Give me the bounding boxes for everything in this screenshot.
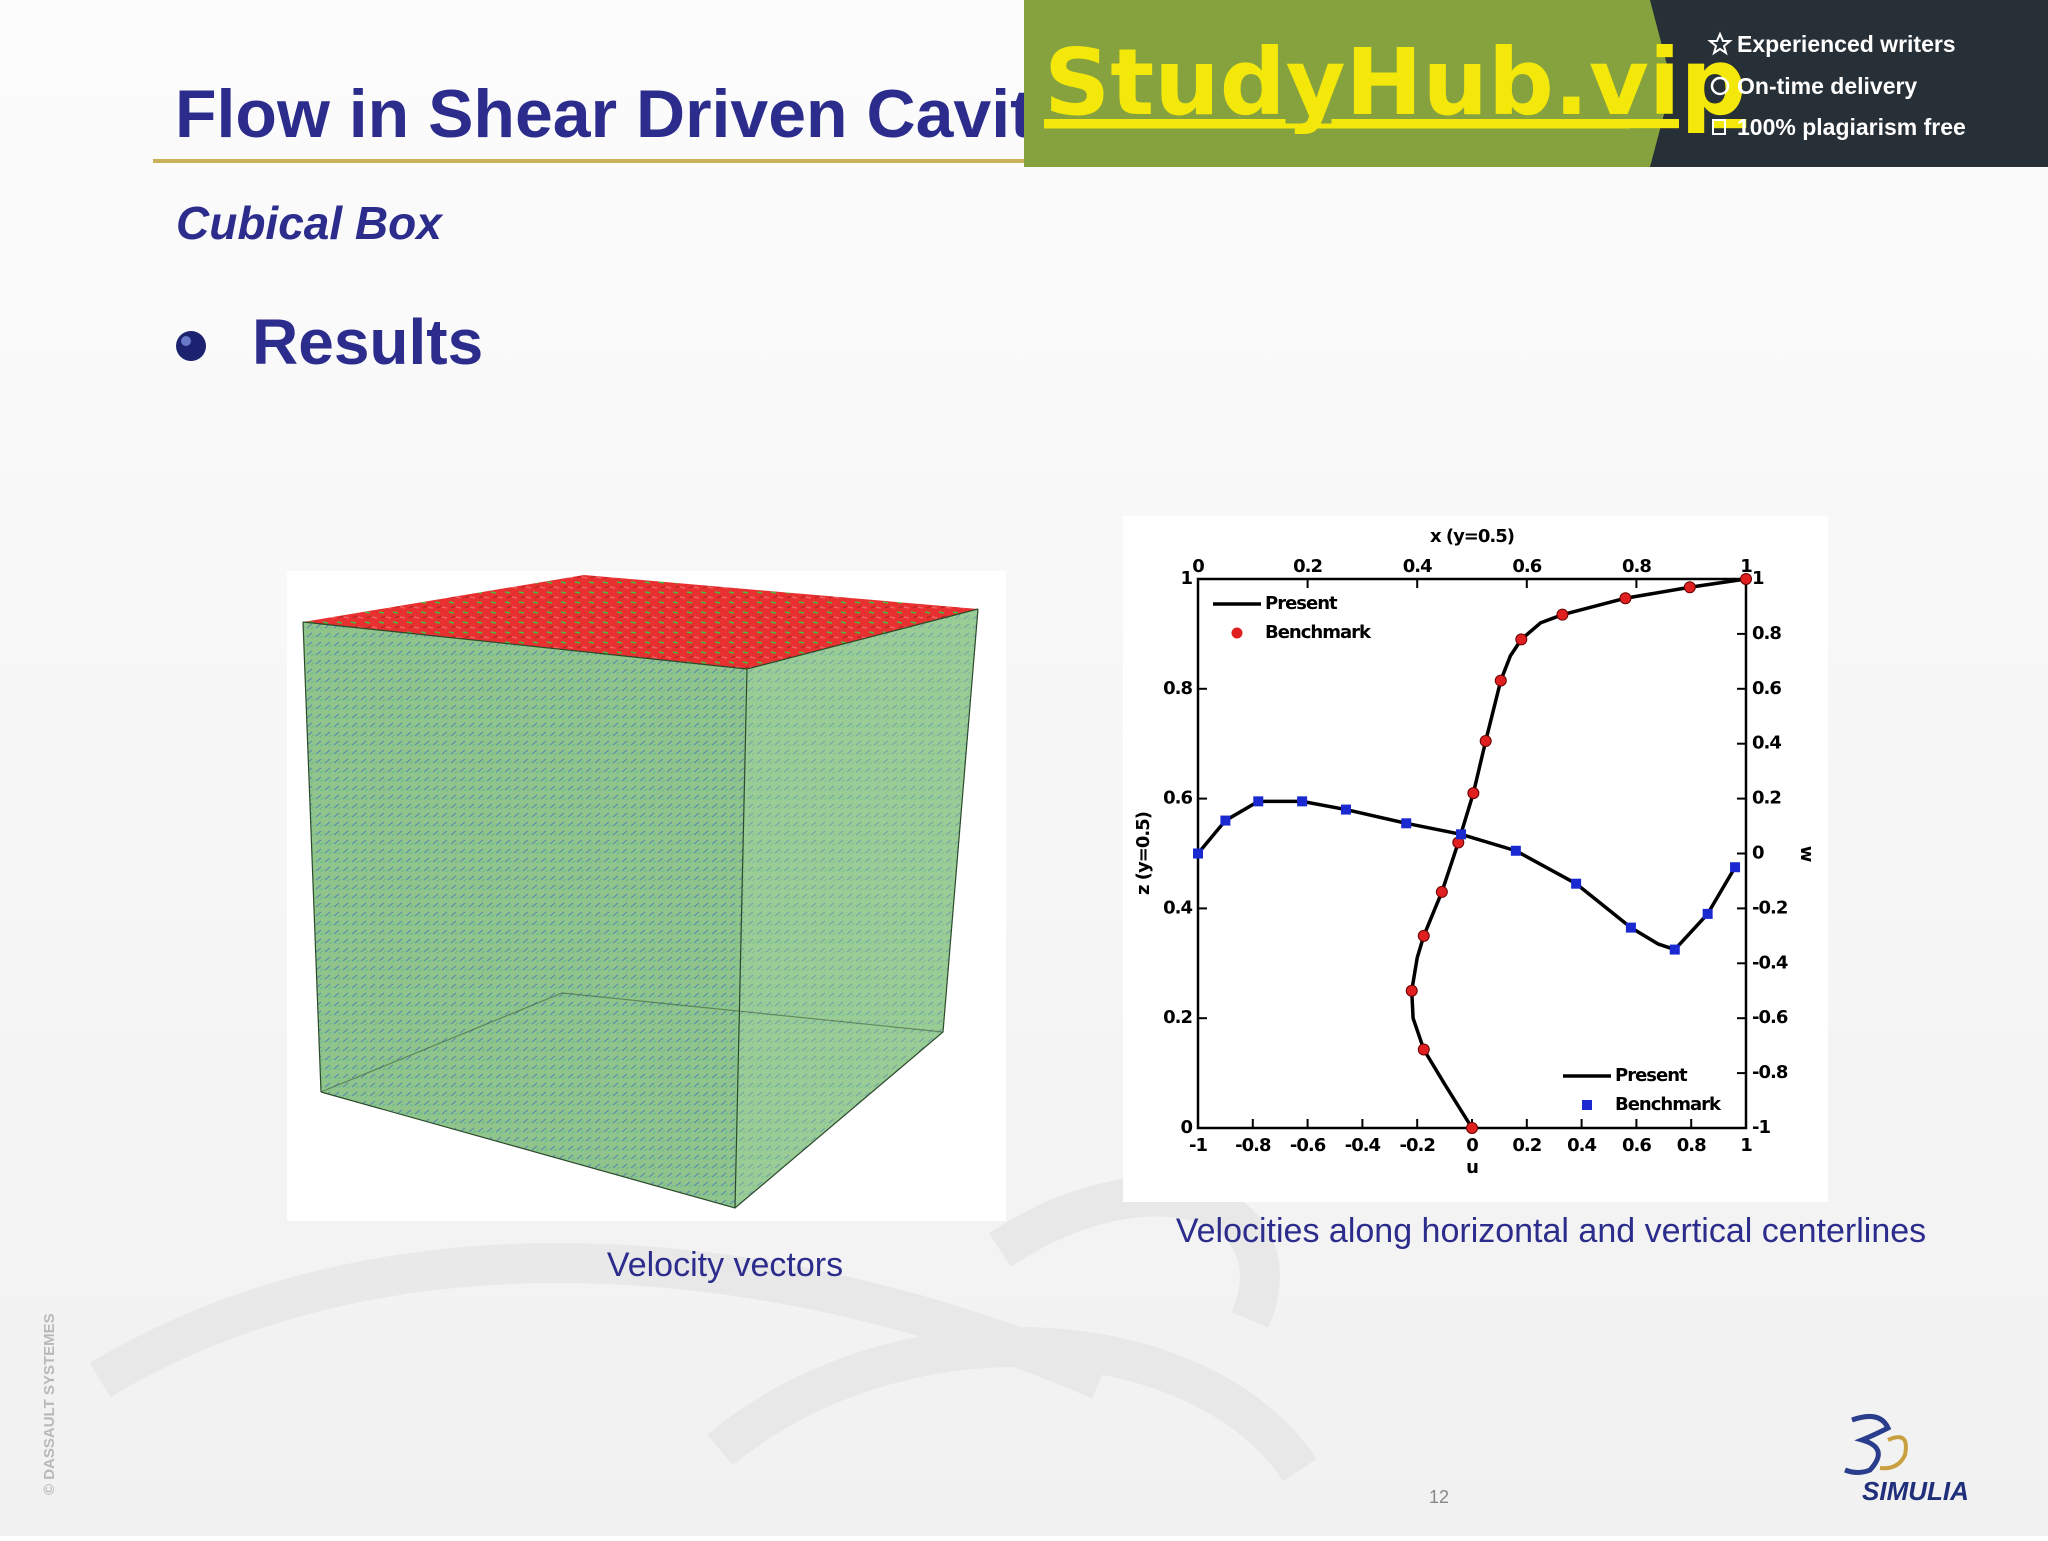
copyright: © DASSAULT SYSTEMES <box>41 1313 58 1495</box>
y2-tick-label: 0.2 <box>1752 788 1781 809</box>
benchmark-point <box>1456 829 1467 840</box>
benchmark-point <box>1740 573 1752 585</box>
cube-edges <box>302 608 979 1209</box>
benchmark-point <box>1220 815 1231 826</box>
x-axis-title: u <box>1466 1157 1478 1178</box>
logo-mark <box>1879 1435 1908 1471</box>
benchmark-point <box>1417 929 1430 942</box>
clock-icon <box>1710 76 1730 96</box>
benchmark-point <box>1435 885 1448 898</box>
chart-panel <box>1123 516 1828 1202</box>
benchmark-point <box>1619 592 1632 605</box>
cube-vectors <box>735 609 978 1208</box>
cube-top <box>303 575 978 669</box>
banner-dark <box>1650 0 2048 167</box>
page-number: 12 <box>1429 1487 1449 1507</box>
bullet-text: Results <box>252 306 483 378</box>
banner-feature: Experienced writers <box>1737 31 1956 57</box>
background-swirl <box>89 1176 1317 1482</box>
y-tick-label: 0.6 <box>1163 788 1192 809</box>
y-tick-label: 0.2 <box>1163 1007 1192 1028</box>
legend-label: Present <box>1265 593 1338 614</box>
benchmark-point <box>1405 984 1418 997</box>
x2-tick-label: 1 <box>1740 556 1752 577</box>
x-tick-label: -0.8 <box>1235 1135 1271 1156</box>
y2-tick-label: -0.8 <box>1752 1062 1788 1083</box>
benchmark-point <box>1401 818 1412 829</box>
x-tick-label: 1 <box>1740 1135 1752 1156</box>
y2-tick-label: 0.8 <box>1752 623 1781 644</box>
logo-text: SIMULIA <box>1862 1476 1969 1506</box>
x2-tick-label: 0 <box>1192 556 1204 577</box>
y2-tick-label: 0.6 <box>1752 678 1781 699</box>
subtitle: Cubical Box <box>176 197 444 249</box>
logo-mark <box>1844 1413 1892 1475</box>
cube-vectors <box>303 622 747 1208</box>
figure-caption: Velocity vectors <box>607 1246 843 1284</box>
y-tick-label: 0 <box>1180 1117 1192 1138</box>
benchmark-point <box>1669 944 1680 955</box>
y2-tick-label: 0 <box>1752 843 1764 864</box>
y2-tick-label: -0.4 <box>1752 952 1788 973</box>
x2-tick-label: 0.2 <box>1293 556 1322 577</box>
benchmark-point <box>1683 581 1696 594</box>
chart: -1 -0.8 -0.6 -0.4 -0.2 0 0.2 0.4 0.6 0.8 10 0.2 0.4 0… <box>1133 526 1817 1178</box>
x2-tick-label: 0.4 <box>1403 556 1432 577</box>
benchmark-point <box>1417 1043 1430 1056</box>
x2-tick-label: 0.6 <box>1512 556 1541 577</box>
y-tick-label: 1 <box>1180 568 1192 589</box>
y2-tick-label: -1 <box>1752 1117 1770 1138</box>
figure-caption: Velocities along horizontal and vertical… <box>1176 1212 1926 1250</box>
benchmark-point <box>1467 787 1480 800</box>
legend-swatch <box>1582 1100 1592 1110</box>
benchmark-point <box>1297 796 1308 807</box>
banner-feature: 100% plagiarism free <box>1737 114 1966 140</box>
x-tick-label: 0.4 <box>1567 1135 1596 1156</box>
y-tick-label: 0.4 <box>1163 897 1192 918</box>
banner-feature: On-time delivery <box>1737 73 1917 99</box>
x-tick-label: -0.4 <box>1345 1135 1381 1156</box>
legend-label: Present <box>1615 1065 1688 1086</box>
y2-axis-title: w <box>1796 846 1817 862</box>
x-tick-label: 0.6 <box>1622 1135 1651 1156</box>
benchmark-point <box>1625 922 1636 933</box>
y2-tick-label: 0.4 <box>1752 733 1781 754</box>
legend-swatch <box>1231 627 1243 639</box>
benchmark-point <box>1479 734 1492 747</box>
x2-axis-title: x (y=0.5) <box>1430 526 1514 547</box>
benchmark-point <box>1253 796 1264 807</box>
x2-tick-label: 0.8 <box>1622 556 1651 577</box>
bullet-highlight <box>181 336 191 346</box>
y2-tick-label: 1 <box>1752 568 1764 589</box>
benchmark-point <box>1702 908 1713 919</box>
legend-label: Benchmark <box>1615 1094 1722 1115</box>
benchmark-point <box>1340 804 1351 815</box>
benchmark-point <box>1515 633 1528 646</box>
bullet-dot <box>176 331 206 361</box>
benchmark-point <box>1556 608 1569 621</box>
y2-tick-label: -0.6 <box>1752 1007 1788 1028</box>
x-tick-label: -0.2 <box>1400 1135 1435 1156</box>
benchmark-point <box>1510 845 1521 856</box>
slide-title: Flow in Shear Driven Cavity <box>175 76 1071 152</box>
benchmark-point <box>1193 848 1203 859</box>
copy-icon <box>1712 119 1726 135</box>
benchmark-point <box>1466 1122 1478 1134</box>
x-tick-label: -0.6 <box>1290 1135 1326 1156</box>
y-tick-label: 0.8 <box>1163 678 1192 699</box>
x-tick-label: 0.2 <box>1512 1135 1541 1156</box>
x-tick-label: 0.8 <box>1677 1135 1706 1156</box>
y2-tick-label: -0.2 <box>1752 897 1787 918</box>
x-tick-label: -1 <box>1189 1135 1207 1156</box>
banner-brand: StudyHub.vip <box>1044 29 1746 136</box>
x-tick-label: 0 <box>1466 1135 1478 1156</box>
legend-label: Benchmark <box>1265 622 1372 643</box>
cube-figure <box>302 575 979 1209</box>
benchmark-point <box>1494 674 1507 687</box>
star-icon <box>1707 31 1733 56</box>
benchmark-point <box>1571 878 1582 889</box>
benchmark-point <box>1730 862 1741 873</box>
y-axis-title: z (y=0.5) <box>1133 812 1154 895</box>
